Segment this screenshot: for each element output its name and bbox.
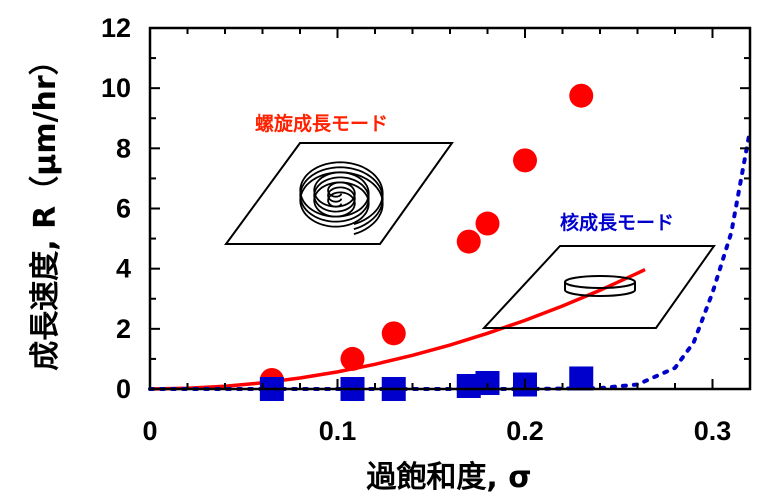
nucleation-fit-curve	[148, 128, 752, 391]
mode-illustrations	[224, 142, 716, 329]
spiral-point-3	[456, 229, 481, 254]
nucleation-point-4	[475, 370, 500, 395]
y-tick-label: 4	[116, 254, 131, 284]
y-tick-label: 10	[101, 73, 131, 103]
y-tick-label: 6	[116, 194, 131, 224]
plot-frame	[148, 26, 752, 391]
y-tick-label: 8	[116, 133, 131, 163]
y-tick-label: 0	[116, 374, 131, 404]
y-axis-title: 成長速度, R（μm/hr）	[28, 45, 63, 370]
spiral-point-5	[513, 148, 537, 173]
spiral-point-4	[475, 211, 500, 236]
spiral-step-1	[299, 166, 384, 230]
spiral-step-0	[299, 161, 384, 225]
nucleation-mode-label: 核成長モード	[560, 211, 674, 234]
x-tick-label: 0.1	[319, 416, 357, 446]
spiral-growth-illustration	[224, 142, 454, 245]
nucleation-point-6	[569, 366, 594, 391]
spiral-point-6	[569, 83, 594, 108]
y-tick-label: 12	[101, 13, 131, 43]
spiral-step-2	[299, 171, 384, 235]
fit-curves	[148, 128, 752, 391]
spiral-mode-label: 螺旋成長モード	[255, 112, 388, 135]
x-tick-label: 0	[142, 416, 157, 446]
spiral-point-2	[381, 321, 406, 346]
x-tick-label: 0.2	[506, 416, 544, 446]
x-tick-label: 0.3	[694, 416, 732, 446]
axis-ticks: 0 0.1 0.2 0.3 0 2 4 6 8 10 12	[101, 13, 751, 446]
y-tick-label: 2	[116, 314, 131, 344]
nucleation-growth-illustration	[481, 245, 716, 329]
spiral-point-1	[340, 346, 365, 371]
x-axis-title: 過飽和度, σ	[366, 460, 531, 495]
